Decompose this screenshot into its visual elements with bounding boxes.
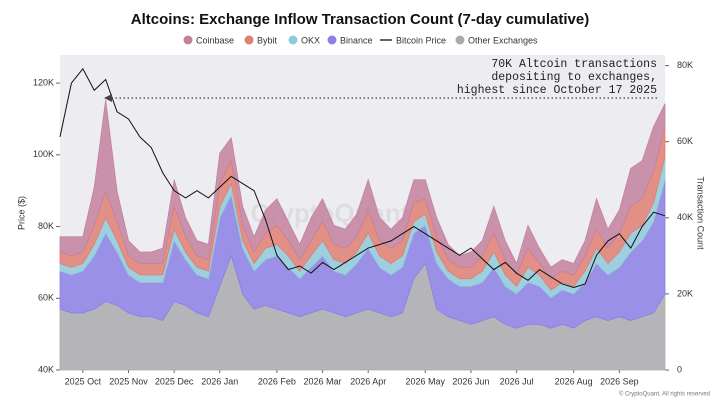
y2-axis-label: Transaction Count xyxy=(696,176,706,250)
x-tick-label: 2025 Oct xyxy=(65,376,102,386)
annotation-line: 70K Altcoin transactions xyxy=(491,58,657,71)
legend-label: OKX xyxy=(301,35,320,45)
y2-tick-label: 60K xyxy=(677,136,693,146)
price-line xyxy=(59,67,666,289)
legend-swatch xyxy=(183,35,193,45)
y-tick-label: 40K xyxy=(38,364,54,374)
x-tick-label: 2026 Feb xyxy=(258,376,296,386)
annotation: 70K Altcoin transactions depositing to e… xyxy=(104,58,657,102)
y2-tick-label: 80K xyxy=(677,60,693,70)
y-tick-label: 120K xyxy=(33,77,54,87)
legend-label: Other Exchanges xyxy=(468,35,538,45)
footer: © CryptoQuant. All rights reserved xyxy=(619,391,710,398)
chart-title: Altcoins: Exchange Inflow Transaction Co… xyxy=(131,11,589,28)
area xyxy=(59,99,666,280)
x-tick-label: 2026 Apr xyxy=(350,376,386,386)
y-tick-label: 80K xyxy=(38,221,54,231)
legend-label: Bybit xyxy=(257,35,278,45)
y2-tick-label: 20K xyxy=(677,288,693,298)
annotation-line: depositing to exchanges, xyxy=(491,71,657,84)
legend-swatch xyxy=(288,35,298,45)
y2-tick-label: 0 xyxy=(677,364,682,374)
x-tick-label: 2026 Jan xyxy=(201,376,238,386)
legend-label: Binance xyxy=(340,35,373,45)
x-tick-label: 2026 Sep xyxy=(600,376,639,386)
arrow-head xyxy=(104,94,112,102)
x-tick-label: 2026 May xyxy=(406,376,446,386)
legend-swatch xyxy=(244,35,254,45)
y-axis-label: Price ($) xyxy=(16,196,26,230)
annotation-line: highest since October 17 2025 xyxy=(457,84,657,97)
legend-label: Coinbase xyxy=(196,35,234,45)
x-tick-label: 2026 Mar xyxy=(304,376,342,386)
x-tick-label: 2026 Jul xyxy=(500,376,534,386)
x-tick-label: 2026 Aug xyxy=(555,376,593,386)
legend-swatch xyxy=(327,35,337,45)
x-tick-label: 2025 Dec xyxy=(155,376,194,386)
legend-label: Bitcoin Price xyxy=(396,35,446,45)
x-tick-label: 2026 Jun xyxy=(452,376,489,386)
y-tick-label: 60K xyxy=(38,293,54,303)
y-tick-label: 100K xyxy=(33,149,54,159)
legend-swatch xyxy=(455,35,465,45)
y2-tick-label: 40K xyxy=(677,212,693,222)
x-tick-label: 2025 Nov xyxy=(109,376,148,386)
